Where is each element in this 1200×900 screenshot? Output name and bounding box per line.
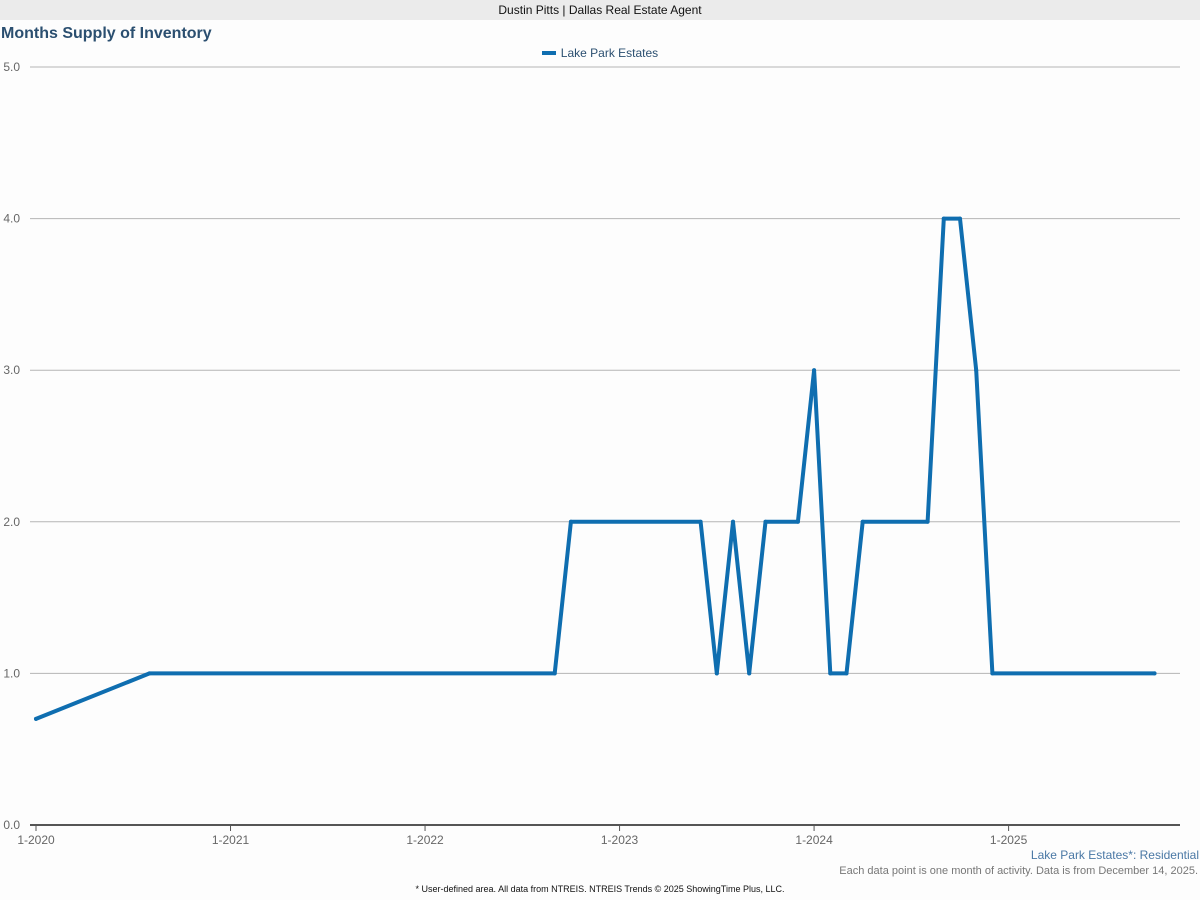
data-point[interactable] — [147, 671, 152, 676]
series-lines — [34, 216, 1157, 721]
header-banner: Dustin Pitts | Dallas Real Estate Agent — [0, 0, 1200, 20]
data-point[interactable] — [974, 368, 979, 373]
data-point[interactable] — [1152, 671, 1157, 676]
x-tick-label: 1-2025 — [990, 833, 1028, 847]
data-point[interactable] — [568, 519, 573, 524]
data-point[interactable] — [552, 671, 557, 676]
legend-label: Lake Park Estates — [560, 46, 659, 60]
y-tick-label: 5.0 — [3, 60, 20, 74]
chart-title: Months Supply of Inventory — [1, 25, 212, 42]
source-note: * User-defined area. All data from NTREI… — [415, 884, 785, 894]
data-note: Each data point is one month of activity… — [839, 865, 1198, 877]
y-tick-label: 0.0 — [3, 818, 20, 832]
data-point[interactable] — [860, 519, 865, 524]
x-tick-label: 1-2022 — [406, 833, 444, 847]
legend-swatch — [541, 51, 556, 55]
series-line-0[interactable] — [34, 216, 1157, 721]
data-point[interactable] — [990, 671, 995, 676]
data-point[interactable] — [747, 671, 752, 676]
data-point[interactable] — [795, 519, 800, 524]
x-tick-label: 1-2023 — [601, 833, 639, 847]
x-tick-label: 1-2021 — [212, 833, 250, 847]
grid-lines — [30, 66, 1180, 674]
data-point[interactable] — [844, 671, 849, 676]
data-point[interactable] — [957, 216, 962, 221]
data-point[interactable] — [731, 519, 736, 524]
data-point[interactable] — [828, 671, 833, 676]
y-tick-label: 4.0 — [3, 212, 20, 226]
axes — [30, 824, 1180, 831]
y-tick-label: 2.0 — [3, 515, 20, 529]
tick-labels: 0.0 1.0 2.0 3.0 4.0 5.0 1-2020 1-2021 1-2022 1-20… — [3, 60, 1027, 847]
data-point[interactable] — [925, 519, 930, 524]
y-tick-label: 1.0 — [3, 666, 20, 680]
data-point[interactable] — [763, 519, 768, 524]
data-point[interactable] — [34, 716, 38, 721]
area-label: Lake Park Estates*: Residential — [1030, 848, 1199, 862]
chart-legend[interactable]: Lake Park Estates — [0, 46, 1200, 60]
data-point[interactable] — [698, 519, 703, 524]
data-point[interactable] — [941, 216, 946, 221]
data-point[interactable] — [714, 671, 719, 676]
data-point[interactable] — [812, 368, 817, 373]
y-tick-label: 3.0 — [3, 363, 20, 377]
x-tick-label: 1-2020 — [17, 833, 55, 847]
x-tick-label: 1-2024 — [795, 833, 833, 847]
